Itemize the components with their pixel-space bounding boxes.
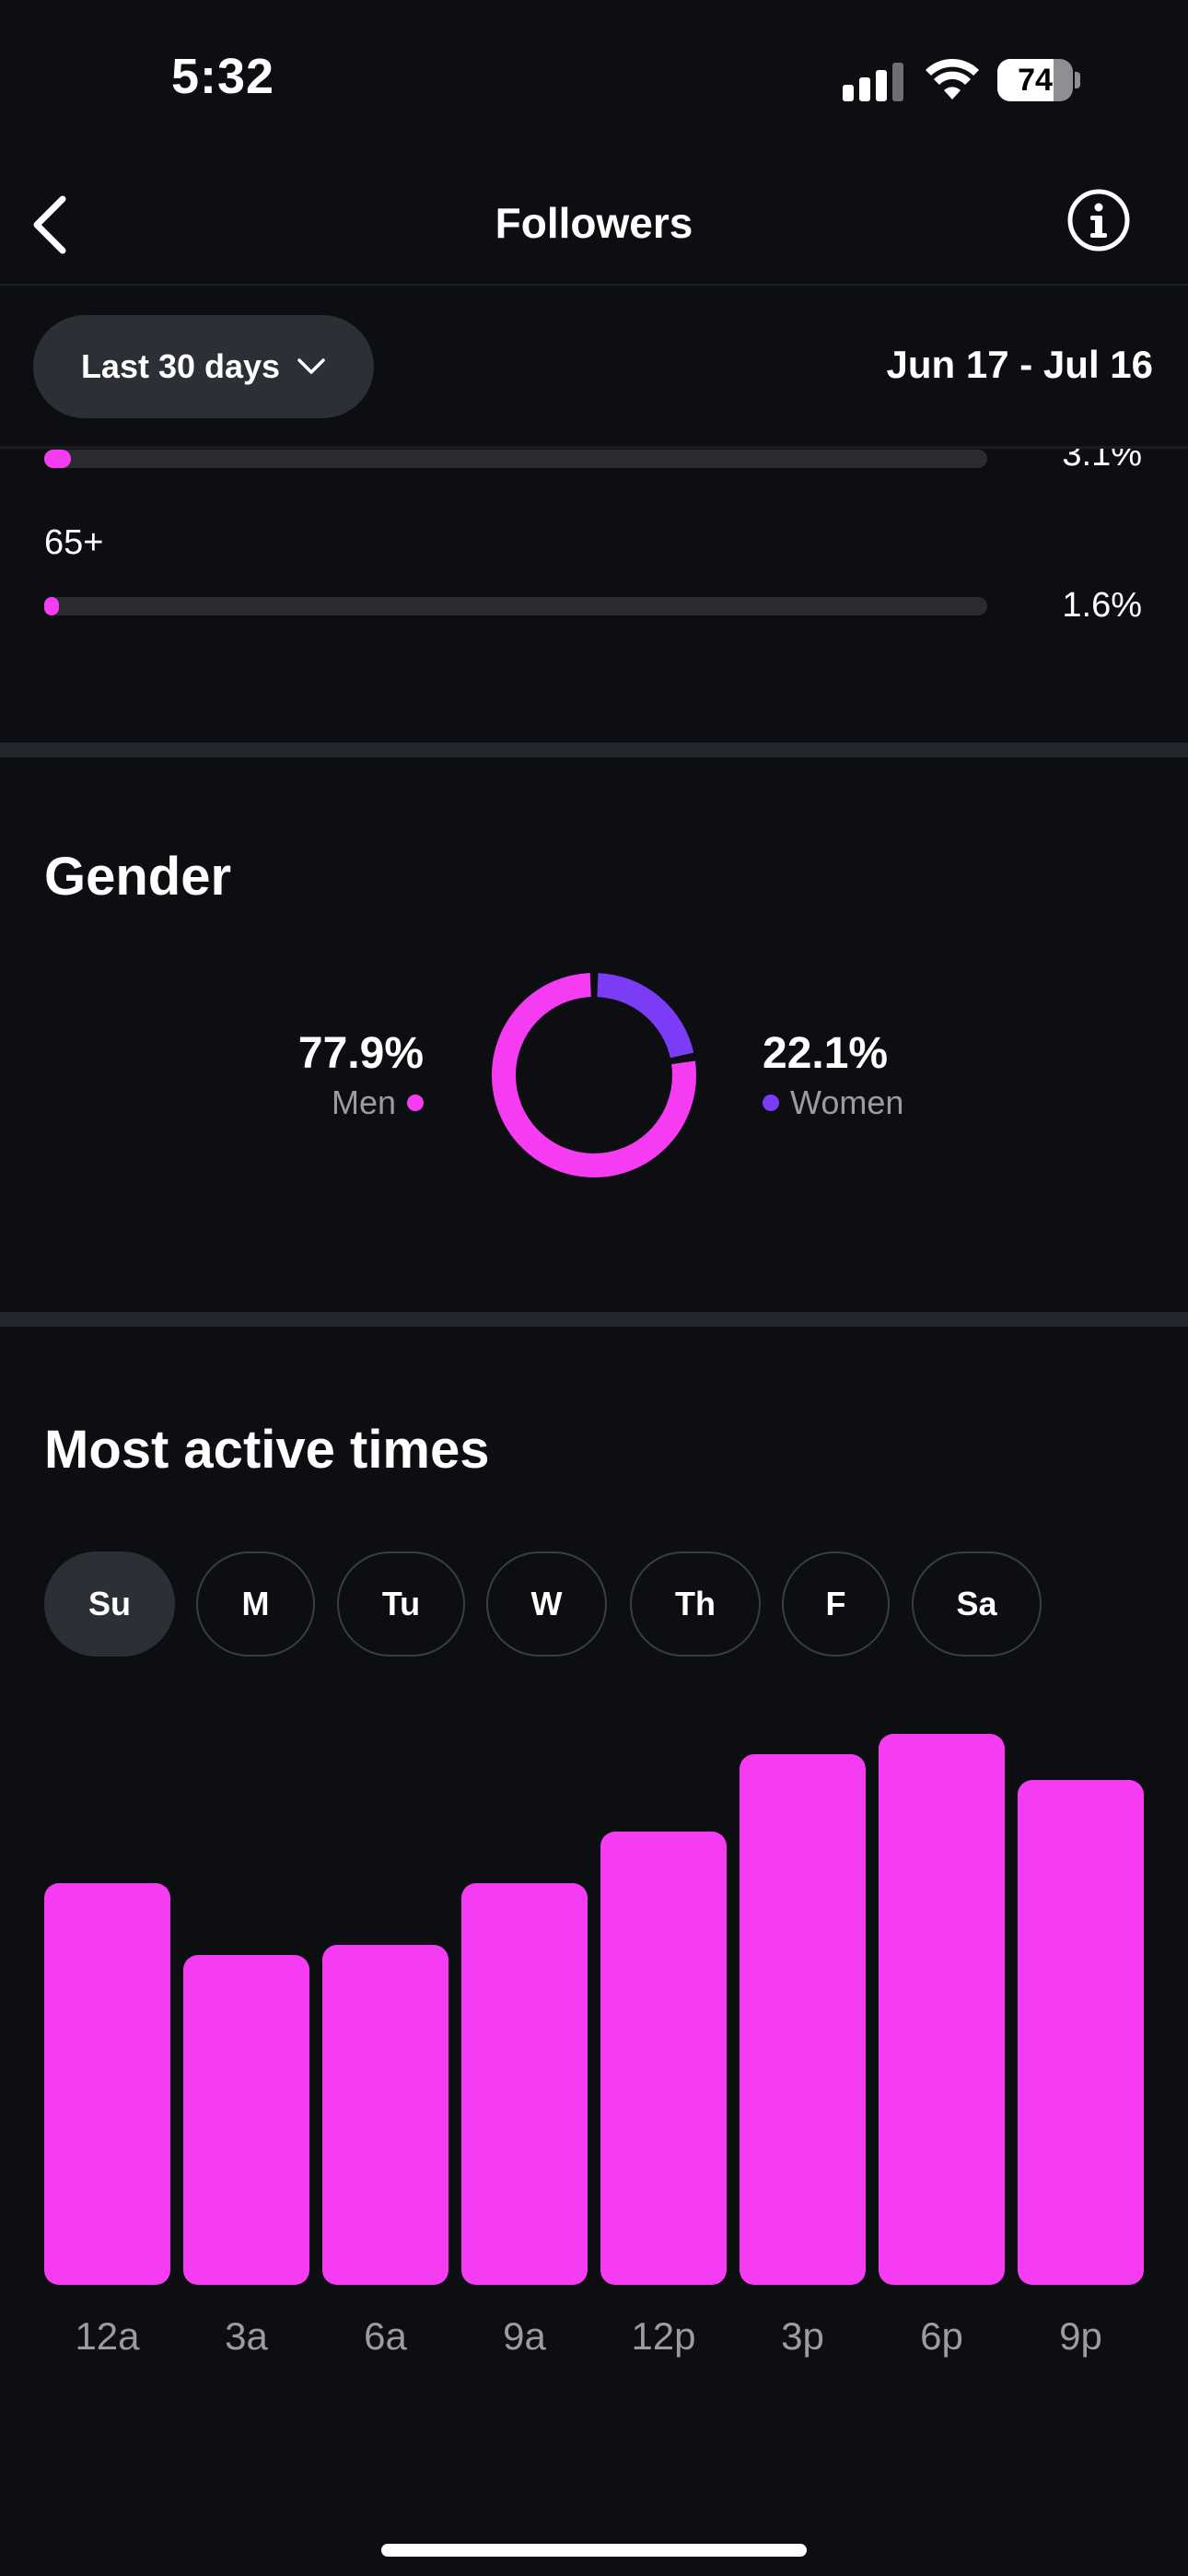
women-legend: Women xyxy=(763,1083,903,1122)
chart-bar[interactable] xyxy=(461,1882,588,2285)
women-percent: 22.1% xyxy=(763,1029,889,1078)
battery-icon: 74 xyxy=(997,59,1080,101)
men-percent: 77.9% xyxy=(297,1029,424,1078)
men-label: Men xyxy=(331,1083,396,1121)
chart-bar[interactable] xyxy=(600,1832,727,2285)
day-chip-f[interactable]: F xyxy=(782,1551,890,1657)
x-axis-tick-label: 6p xyxy=(920,2314,963,2358)
date-period-label: Last 30 days xyxy=(80,347,281,385)
date-period-dropdown[interactable]: Last 30 days xyxy=(33,315,374,418)
day-chip-su[interactable]: Su xyxy=(44,1551,175,1657)
date-range: Jun 17 - Jul 16 xyxy=(886,343,1153,386)
x-axis-tick-label: 3p xyxy=(781,2314,824,2358)
men-legend: Men xyxy=(249,1083,424,1122)
men-legend-dot xyxy=(407,1095,424,1111)
day-chip-tu[interactable]: Tu xyxy=(337,1551,465,1657)
back-arrow-icon[interactable] xyxy=(28,190,79,260)
women-label: Women xyxy=(790,1083,904,1121)
age-bar-fill xyxy=(44,597,59,615)
filter-divider xyxy=(0,446,1188,449)
donut-segment-men xyxy=(492,973,696,1177)
x-axis-tick-label: 12p xyxy=(631,2314,696,2358)
x-axis-tick-label: 9p xyxy=(1059,2314,1102,2358)
age-label: 65+ xyxy=(44,523,104,562)
day-chip-w[interactable]: W xyxy=(486,1551,607,1657)
day-chip-th[interactable]: Th xyxy=(630,1551,761,1657)
x-axis-tick-label: 9a xyxy=(503,2314,546,2358)
chart-bar[interactable] xyxy=(183,1955,309,2285)
wifi-icon xyxy=(926,59,979,100)
day-chip-sa[interactable]: Sa xyxy=(912,1551,1042,1657)
status-time: 5:32 xyxy=(171,49,275,104)
chart-bar[interactable] xyxy=(44,1882,170,2285)
chevron-down-icon xyxy=(297,358,325,374)
home-indicator xyxy=(381,2544,807,2557)
day-chip-m[interactable]: M xyxy=(196,1551,315,1657)
age-bar-track xyxy=(44,450,987,468)
x-axis-tick-label: 12a xyxy=(75,2314,140,2358)
section-divider xyxy=(0,1312,1188,1327)
age-bar-fill xyxy=(44,450,71,468)
chart-bar[interactable] xyxy=(322,1945,448,2285)
battery-level-text: 74 xyxy=(1018,63,1053,98)
header-divider xyxy=(0,284,1188,286)
x-axis-tick-label: 3a xyxy=(225,2314,268,2358)
gender-title: Gender xyxy=(44,847,232,907)
women-legend-dot xyxy=(763,1095,779,1111)
chart-bar[interactable] xyxy=(879,1733,1005,2285)
age-bar-track xyxy=(44,597,987,615)
info-icon[interactable] xyxy=(1066,188,1131,252)
x-axis-tick-label: 6a xyxy=(364,2314,407,2358)
chart-bar[interactable] xyxy=(740,1754,866,2285)
section-divider xyxy=(0,743,1188,757)
cellular-signal-icon xyxy=(843,63,903,101)
most-active-times-title: Most active times xyxy=(44,1420,490,1480)
gender-donut-chart xyxy=(492,973,696,1177)
chart-bar[interactable] xyxy=(1018,1780,1144,2285)
page-title: Followers xyxy=(495,199,693,247)
age-percent: 1.6% xyxy=(1062,586,1142,625)
